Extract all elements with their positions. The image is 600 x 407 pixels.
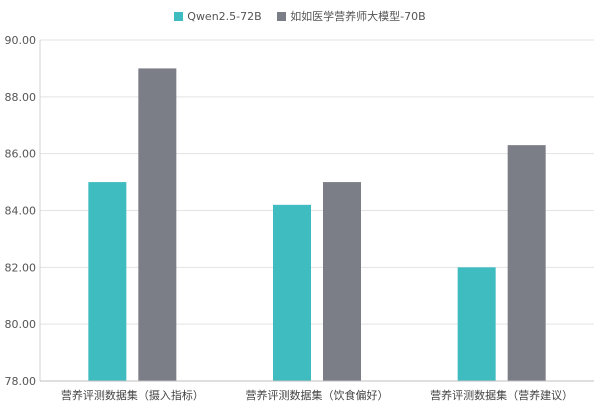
legend-swatch-qwen bbox=[174, 11, 184, 21]
bar-qwen bbox=[88, 182, 127, 381]
bar-qwen bbox=[457, 267, 496, 381]
y-tick-label: 84.00 bbox=[5, 205, 37, 218]
y-tick-label: 82.00 bbox=[5, 261, 37, 274]
x-tick-label: 营养评测数据集（饮食偏好） bbox=[246, 388, 389, 402]
bar-ruru bbox=[138, 68, 177, 382]
y-tick-label: 88.00 bbox=[5, 91, 37, 104]
legend-item-ruru: 如如医学营养师大模型-70B bbox=[277, 8, 426, 24]
legend: Qwen2.5-72B 如如医学营养师大模型-70B bbox=[0, 8, 600, 24]
legend-item-qwen: Qwen2.5-72B bbox=[174, 9, 262, 23]
x-tick-label: 营养评测数据集（营养建议） bbox=[430, 388, 573, 402]
legend-label-ruru: 如如医学营养师大模型-70B bbox=[290, 10, 426, 23]
legend-label-qwen: Qwen2.5-72B bbox=[187, 9, 262, 23]
y-tick-label: 86.00 bbox=[5, 148, 37, 161]
x-tick-label: 营养评测数据集（摄入指标） bbox=[61, 388, 204, 402]
bar-ruru bbox=[323, 182, 361, 381]
bar-ruru bbox=[507, 145, 546, 381]
y-tick-label: 90.00 bbox=[5, 34, 37, 47]
legend-swatch-ruru bbox=[277, 11, 287, 21]
y-tick-label: 80.00 bbox=[5, 318, 37, 331]
y-tick-label: 78.00 bbox=[5, 375, 37, 388]
bar-qwen bbox=[273, 204, 311, 381]
